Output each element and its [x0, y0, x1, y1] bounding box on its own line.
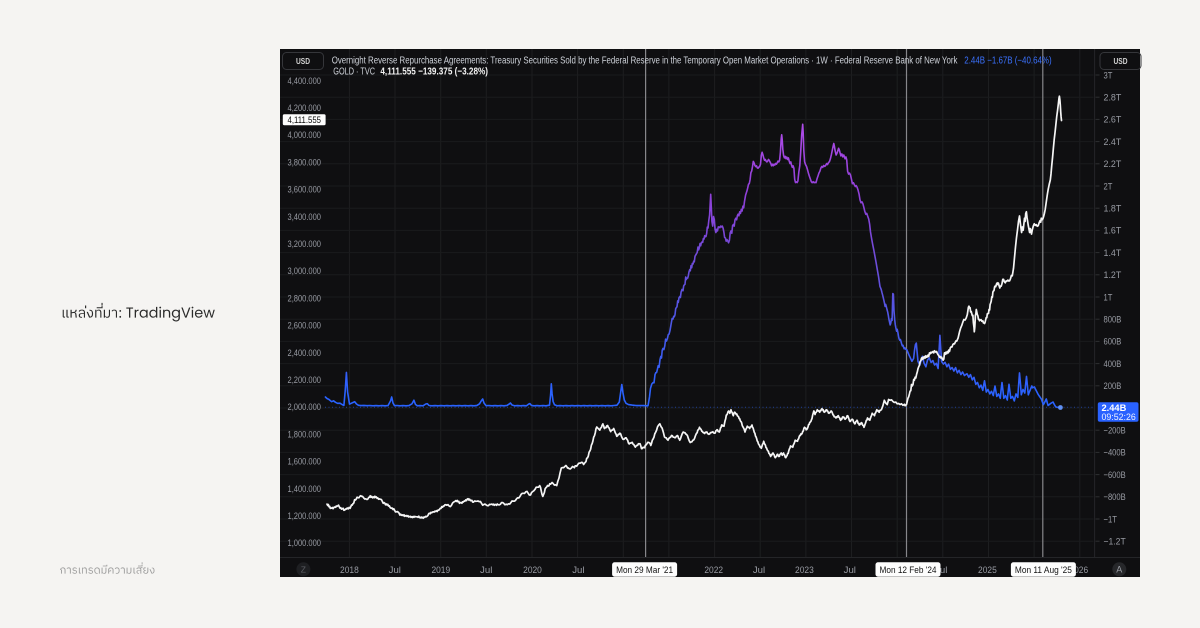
- svg-text:2019: 2019: [431, 565, 450, 576]
- svg-text:−1.2T: −1.2T: [1104, 537, 1126, 548]
- svg-text:3,600.000: 3,600.000: [288, 185, 322, 196]
- svg-text:2,800.000: 2,800.000: [288, 293, 322, 304]
- svg-text:3,400.000: 3,400.000: [288, 212, 322, 223]
- svg-text:400B: 400B: [1104, 359, 1122, 370]
- svg-text:Jul: Jul: [572, 565, 584, 576]
- svg-text:2.6T: 2.6T: [1104, 115, 1122, 126]
- svg-text:A: A: [1116, 565, 1122, 575]
- svg-text:1,200.000: 1,200.000: [288, 511, 322, 522]
- svg-text:600B: 600B: [1104, 337, 1122, 348]
- svg-text:2023: 2023: [795, 565, 814, 576]
- svg-text:200B: 200B: [1104, 381, 1122, 392]
- svg-text:3,800.000: 3,800.000: [288, 157, 322, 168]
- svg-text:2.44B: 2.44B: [1102, 403, 1127, 413]
- svg-text:3,200.000: 3,200.000: [288, 239, 322, 250]
- svg-text:GOLD · TVC: GOLD · TVC: [333, 66, 375, 77]
- svg-text:3,000.000: 3,000.000: [288, 266, 322, 277]
- svg-text:2T: 2T: [1104, 181, 1113, 192]
- svg-text:−600B: −600B: [1104, 470, 1126, 481]
- svg-text:Z: Z: [301, 564, 306, 574]
- svg-text:1,000.000: 1,000.000: [288, 538, 322, 549]
- svg-text:1.2T: 1.2T: [1104, 270, 1122, 281]
- svg-text:1T: 1T: [1104, 292, 1113, 303]
- svg-text:4,111.555: 4,111.555: [288, 115, 322, 126]
- svg-text:2018: 2018: [340, 565, 359, 576]
- svg-text:−200B: −200B: [1104, 426, 1126, 437]
- svg-text:1,400.000: 1,400.000: [288, 484, 322, 495]
- svg-text:−800B: −800B: [1104, 492, 1126, 503]
- svg-text:2025: 2025: [978, 565, 997, 576]
- svg-text:2,600.000: 2,600.000: [288, 321, 322, 332]
- svg-text:1.8T: 1.8T: [1104, 204, 1122, 215]
- svg-text:2,400.000: 2,400.000: [288, 348, 322, 359]
- svg-text:Jul: Jul: [844, 565, 856, 576]
- svg-text:4,400.000: 4,400.000: [288, 76, 322, 87]
- svg-text:−400B: −400B: [1104, 448, 1126, 459]
- svg-text:4,000.000: 4,000.000: [288, 130, 322, 141]
- svg-text:2022: 2022: [704, 565, 723, 576]
- svg-text:3T: 3T: [1104, 70, 1113, 81]
- svg-text:1.6T: 1.6T: [1104, 226, 1122, 237]
- svg-text:Jul: Jul: [753, 565, 765, 576]
- svg-text:2,000.000: 2,000.000: [288, 402, 322, 413]
- svg-text:2.4T: 2.4T: [1104, 137, 1122, 148]
- svg-text:2,200.000: 2,200.000: [288, 375, 322, 386]
- svg-text:800B: 800B: [1104, 315, 1122, 326]
- svg-text:2.2T: 2.2T: [1104, 159, 1122, 170]
- svg-text:Overnight Reverse Repurchase A: Overnight Reverse Repurchase Agreements:…: [332, 56, 958, 67]
- svg-text:Mon 29 Mar '21: Mon 29 Mar '21: [616, 565, 673, 575]
- svg-text:1,600.000: 1,600.000: [288, 457, 322, 468]
- svg-text:1,800.000: 1,800.000: [288, 429, 322, 440]
- svg-text:Jul: Jul: [935, 565, 947, 576]
- svg-text:09:52:26: 09:52:26: [1102, 412, 1136, 422]
- svg-text:2.44B −1.67B (−40.64%): 2.44B −1.67B (−40.64%): [964, 56, 1051, 67]
- svg-text:USD: USD: [1114, 56, 1128, 66]
- svg-text:−1T: −1T: [1104, 514, 1118, 525]
- svg-text:Jul: Jul: [480, 565, 492, 576]
- svg-text:4,111.555 −139.375 (−3.28%): 4,111.555 −139.375 (−3.28%): [380, 66, 488, 77]
- svg-text:4,200.000: 4,200.000: [288, 103, 322, 114]
- svg-text:2026: 2026: [1069, 565, 1088, 576]
- svg-text:Jul: Jul: [389, 565, 401, 576]
- svg-text:Mon 11 Aug '25: Mon 11 Aug '25: [1015, 565, 1072, 575]
- svg-text:1.4T: 1.4T: [1104, 248, 1122, 259]
- svg-text:2020: 2020: [523, 565, 542, 576]
- svg-text:Mon 12 Feb '24: Mon 12 Feb '24: [880, 565, 937, 575]
- svg-text:USD: USD: [296, 56, 310, 66]
- svg-text:2.8T: 2.8T: [1104, 93, 1122, 104]
